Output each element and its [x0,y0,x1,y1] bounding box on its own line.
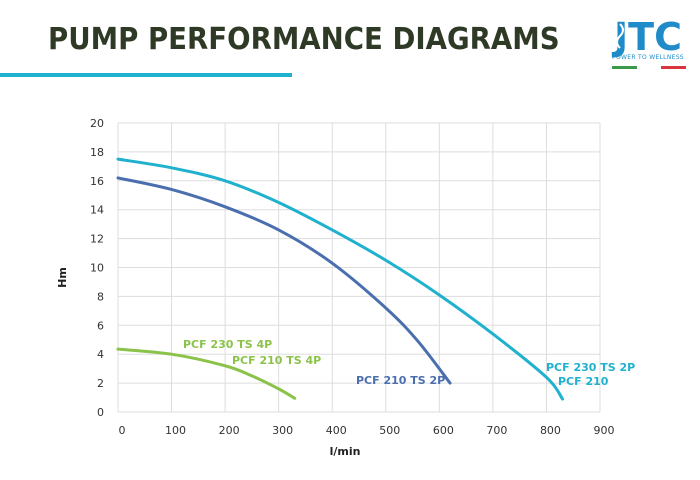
title-underline [0,73,292,77]
x-tick-label: 900 [594,424,615,437]
logo-tagline: POWER TO WELLNESS [612,54,684,61]
x-tick-label: 600 [433,424,454,437]
x-tick-label: 500 [379,424,400,437]
series-label-pcf-230-ts-4p: PCF 230 TS 4P [183,338,272,351]
y-tick-label: 14 [90,204,104,217]
y-axis-label: Hm [56,267,69,288]
series-label-pcf-210: PCF 210 [558,375,609,388]
jtc-logo: JTC [611,15,682,59]
series-label-pcf-230-ts-2p: PCF 230 TS 2P [546,361,635,374]
series-label-pcf-210-ts-2p: PCF 210 TS 2P [356,374,445,387]
series-line-1 [116,176,452,385]
x-tick-label: 700 [486,424,507,437]
x-tick-label: 800 [540,424,561,437]
y-axis-ticks: 0 2 4 6 8 10 12 14 16 18 20 [90,117,104,419]
y-tick-label: 16 [90,175,104,188]
x-axis-label: l/min [330,445,361,458]
page-title: PUMP PERFORMANCE DIAGRAMS [48,22,560,57]
y-tick-label: 6 [97,319,104,332]
y-tick-label: 4 [97,348,104,361]
series-line-2 [116,347,297,400]
y-tick-label: 18 [90,146,104,159]
x-tick-label: 400 [326,424,347,437]
chart-grid [117,122,601,413]
italian-flag-stripe [612,66,687,69]
y-tick-label: 20 [90,117,104,130]
series-label-pcf-210-ts-4p: PCF 210 TS 4P [232,354,321,367]
chart-lines [116,157,565,401]
y-tick-label: 8 [97,290,104,303]
x-tick-label: 200 [219,424,240,437]
x-tick-label: 300 [272,424,293,437]
y-tick-label: 2 [97,377,104,390]
series-line-0 [116,157,565,401]
x-tick-label: 100 [165,424,186,437]
x-tick-label: 0 [119,424,126,437]
y-tick-label: 10 [90,262,104,275]
logo-text: JTC [611,15,682,59]
y-tick-label: 12 [90,233,104,246]
x-axis-ticks: 0 100 200 300 400 500 600 700 800 900 [119,424,615,437]
y-tick-label: 0 [97,406,104,419]
